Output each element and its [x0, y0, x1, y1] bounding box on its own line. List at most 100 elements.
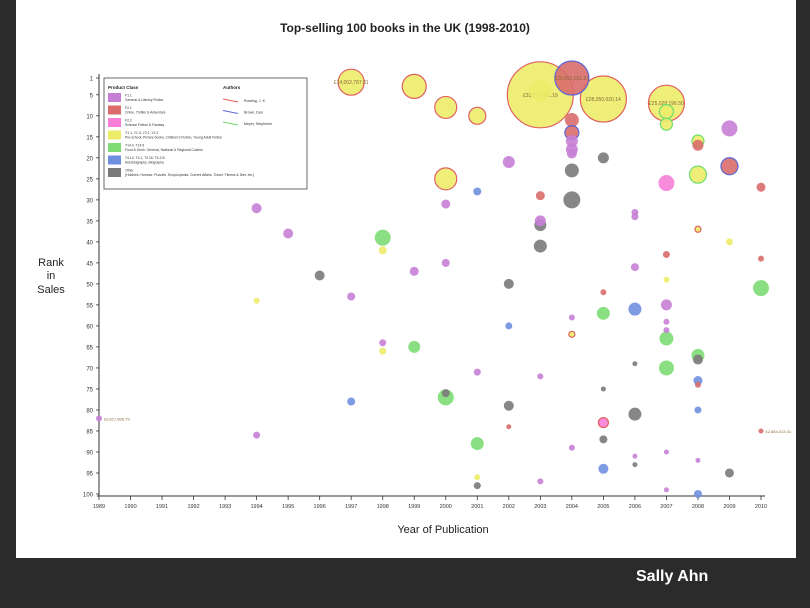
- x-tick-label: 2010: [755, 504, 767, 510]
- legend-swatch: [108, 155, 121, 165]
- chart-panel: Top-selling 100 books in the UK (1998-20…: [16, 0, 796, 558]
- data-bubble: [628, 407, 642, 421]
- legend-author-name: Rowling, J. K.: [244, 99, 266, 103]
- legend-swatch: [108, 105, 121, 115]
- data-bubble: [502, 156, 515, 169]
- data-bubble: [596, 306, 610, 320]
- data-bubble: [468, 106, 487, 125]
- legend-class-code: F2.1: [125, 106, 132, 110]
- data-bubble: [401, 73, 427, 100]
- data-bubble: [564, 113, 579, 128]
- data-bubble: [347, 397, 356, 406]
- data-bubble: [663, 327, 670, 334]
- data-bubble: [660, 299, 672, 311]
- data-bubble: [663, 487, 669, 493]
- data-bubble: [554, 60, 590, 96]
- data-bubble: [470, 437, 484, 451]
- data-bubble: [253, 431, 261, 439]
- y-tick-label: 15: [86, 135, 93, 141]
- y-axis-label-line-3: Sales: [37, 284, 65, 296]
- data-bubble: [688, 165, 708, 184]
- data-bubble: [441, 389, 450, 398]
- x-tick-label: 1992: [187, 504, 199, 510]
- x-tick-label: 2001: [471, 504, 483, 510]
- data-bubble: [628, 302, 642, 316]
- data-bubble: [337, 68, 365, 96]
- x-tick-label: 2008: [692, 504, 704, 510]
- data-bubble: [434, 167, 458, 191]
- data-bubble: [473, 368, 481, 376]
- data-bubble: [658, 360, 674, 376]
- data-bubble: [506, 424, 512, 430]
- author-credit: Sally Ahn: [636, 568, 709, 585]
- data-bubble: [568, 314, 575, 321]
- data-bubble: [658, 175, 675, 192]
- data-bubble: [537, 478, 544, 485]
- y-tick-label: 85: [86, 429, 93, 435]
- data-bubble: [473, 187, 482, 196]
- data-bubble: [408, 340, 421, 353]
- data-bubble: [692, 139, 704, 151]
- y-tick-label: 65: [86, 345, 93, 351]
- legend-class-code: T14.4, T14.5: [125, 144, 144, 148]
- data-bubble: [631, 213, 639, 221]
- y-tick-label: 20: [86, 156, 93, 162]
- data-bubble: [503, 278, 514, 289]
- data-bubble: [663, 449, 669, 455]
- data-bubble: [379, 347, 387, 355]
- data-bubble: [753, 280, 769, 297]
- legend-class-desc: Autobiography, Biography: [125, 161, 164, 165]
- legend-author-line: [222, 98, 239, 103]
- data-bubble: [724, 468, 734, 478]
- data-bubble: [720, 157, 739, 176]
- data-bubble: [566, 148, 577, 159]
- data-bubble: [600, 386, 606, 392]
- data-bubble: [374, 229, 391, 246]
- legend-class-desc: General & Literary Fiction: [125, 98, 164, 102]
- data-bubble: [564, 163, 579, 178]
- data-bubble: [632, 361, 638, 367]
- data-bubble: [694, 381, 701, 388]
- y-tick-label: 25: [86, 177, 93, 183]
- x-tick-label: 1998: [377, 504, 389, 510]
- legend-class-desc: Pre-school, Picture books, Children's Fi…: [125, 136, 222, 140]
- data-bubble: [434, 95, 458, 120]
- y-tick-label: 100: [83, 493, 94, 499]
- data-bubble: [694, 225, 702, 233]
- y-tick-label: 1: [90, 77, 94, 83]
- bubble-value-label: £14,002,787.81: [334, 80, 369, 86]
- x-tick-label: 1994: [250, 504, 262, 510]
- legend-classes-title: Product Class: [108, 85, 139, 90]
- legend-authors-title: Authors: [223, 85, 241, 90]
- legend-class-desc: Food & Drink: General, National & Region…: [125, 148, 203, 152]
- legend-author-line: [222, 121, 239, 126]
- x-tick-label: 2002: [503, 504, 515, 510]
- data-bubble: [473, 482, 481, 490]
- x-tick-label: 1995: [282, 504, 294, 510]
- x-tick-label: 1999: [408, 504, 420, 510]
- y-tick-label: 80: [86, 408, 93, 414]
- data-bubble: [503, 400, 514, 411]
- data-bubble: [598, 463, 609, 474]
- x-tick-label: 2009: [723, 504, 735, 510]
- data-bubble: [758, 255, 764, 262]
- legend-swatch: [108, 168, 121, 177]
- legend-swatch: [108, 118, 121, 127]
- data-bubble: [659, 331, 674, 346]
- x-tick-label: 2003: [534, 504, 546, 510]
- data-bubble: [663, 318, 670, 325]
- data-bubble: [565, 135, 578, 148]
- data-bubble: [441, 199, 451, 209]
- data-bubble: [579, 75, 627, 123]
- data-bubble: [568, 330, 576, 338]
- chart-title: Top-selling 100 books in the UK (1998-20…: [280, 21, 530, 35]
- legend-author-name: Brown, Dan: [244, 111, 263, 115]
- data-bubble: [632, 462, 638, 468]
- data-bubble: [537, 373, 544, 380]
- data-bubble: [692, 354, 703, 365]
- data-bubble: [663, 276, 670, 283]
- x-tick-label: 2005: [597, 504, 609, 510]
- data-bubble: [600, 289, 607, 296]
- y-tick-label: 40: [86, 240, 93, 246]
- y-tick-label: 50: [86, 282, 93, 288]
